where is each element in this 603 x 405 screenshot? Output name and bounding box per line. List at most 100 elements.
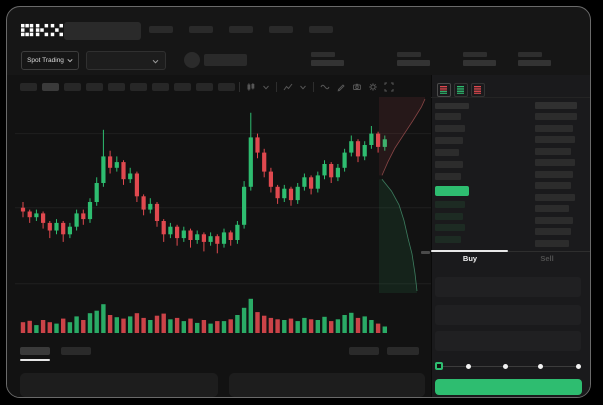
orderbook-ask-row[interactable]: [435, 173, 465, 180]
toolbar-separator: [239, 82, 240, 92]
amount-bar[interactable]: [535, 239, 569, 247]
interval-button[interactable]: [64, 83, 81, 91]
ask-price-bar: [435, 173, 461, 180]
okx-logo[interactable]: [21, 23, 63, 38]
orderbook-asks: [435, 113, 465, 185]
amount-bar[interactable]: [535, 182, 571, 189]
amount-bar[interactable]: [535, 113, 577, 120]
panel-resize-handle[interactable]: [421, 251, 430, 254]
amount-slider-track[interactable]: [437, 366, 581, 367]
interval-button[interactable]: [42, 83, 59, 91]
camera-icon[interactable]: [352, 82, 362, 92]
slider-stop-25[interactable]: [466, 364, 471, 369]
orderbook-ask-row[interactable]: [435, 137, 465, 144]
stat-label-placeholder: [463, 52, 487, 57]
bid-price-bar: [435, 201, 465, 208]
chevron-down-icon[interactable]: [262, 83, 270, 92]
nav-item-placeholder[interactable]: [229, 26, 253, 33]
interval-button[interactable]: [20, 83, 37, 91]
ask-price-bar: [435, 125, 465, 132]
interval-button[interactable]: [86, 83, 103, 91]
tab-buy[interactable]: Buy: [462, 254, 478, 263]
book-asks-only-icon[interactable]: [471, 83, 485, 97]
interval-button[interactable]: [130, 83, 147, 91]
market-type-selector[interactable]: Spot Trading: [21, 51, 79, 70]
orderbook-bid-row[interactable]: [435, 235, 465, 243]
nav-item-placeholder[interactable]: [189, 26, 213, 33]
bottom-tab-active[interactable]: [20, 347, 50, 355]
draw-icon[interactable]: [336, 82, 346, 92]
orderbook-mode-icons: [437, 83, 485, 97]
amount-bar[interactable]: [535, 124, 573, 132]
bottom-tab[interactable]: [61, 347, 91, 355]
tab-sell[interactable]: Sell: [540, 254, 554, 263]
stat-value-placeholder: [397, 60, 430, 66]
ticker-stat: [311, 52, 344, 66]
nav-item-placeholder[interactable]: [149, 26, 173, 33]
amount-input-placeholder[interactable]: [435, 305, 581, 325]
orderbook-ask-row[interactable]: [435, 149, 465, 156]
orders-panel-placeholder: [20, 373, 218, 397]
nav-item-placeholder[interactable]: [269, 26, 293, 33]
interval-button[interactable]: [152, 83, 169, 91]
orderbook-bid-row[interactable]: [435, 212, 465, 220]
pair-dropdown[interactable]: [86, 51, 166, 70]
ask-price-bar: [435, 161, 463, 168]
slider-handle[interactable]: [435, 362, 443, 370]
interval-button[interactable]: [196, 83, 213, 91]
total-input-placeholder[interactable]: [435, 331, 581, 351]
bottom-toolbar-item[interactable]: [387, 347, 419, 355]
stat-label-placeholder: [518, 52, 542, 57]
orderbook-ask-row[interactable]: [435, 161, 465, 168]
amount-bar[interactable]: [535, 228, 571, 235]
bid-price-bar: [435, 224, 465, 231]
last-price-badge[interactable]: [435, 186, 469, 196]
amount-bar[interactable]: [535, 193, 575, 201]
stat-value-placeholder: [311, 60, 344, 66]
chart-section-background: [7, 75, 431, 397]
orderbook-amount-header-placeholder: [535, 102, 577, 109]
pair-name-placeholder[interactable]: [204, 54, 247, 66]
orderbook-ask-row[interactable]: [435, 125, 465, 132]
nav-item-placeholder[interactable]: [309, 26, 333, 33]
amount-bar[interactable]: [535, 170, 573, 178]
amount-bar[interactable]: [535, 159, 575, 166]
interval-toolbar: [20, 83, 235, 91]
amount-bar[interactable]: [535, 147, 571, 155]
bottom-toolbar-item[interactable]: [349, 347, 379, 355]
price-input-placeholder[interactable]: [435, 277, 581, 297]
buy-submit-button[interactable]: [435, 379, 582, 395]
interval-button[interactable]: [174, 83, 191, 91]
book-asks-bids-icon[interactable]: [437, 83, 451, 97]
amount-bar[interactable]: [535, 216, 573, 224]
amount-bar[interactable]: [535, 136, 575, 143]
line-style-icon[interactable]: [320, 82, 330, 92]
indicators-icon[interactable]: [283, 82, 293, 92]
book-bids-only-icon[interactable]: [454, 83, 468, 97]
slider-stop-50[interactable]: [503, 364, 508, 369]
toolbar-separator: [313, 82, 314, 92]
stat-value-placeholder: [463, 60, 496, 66]
amount-bar[interactable]: [535, 205, 569, 212]
settings-icon[interactable]: [368, 82, 378, 92]
depth-overlay: [379, 97, 426, 293]
ticker-stat: [518, 52, 551, 66]
orderbook-bid-row[interactable]: [435, 201, 465, 208]
chevron-down-icon[interactable]: [299, 83, 307, 92]
buy-tab-indicator: [431, 250, 508, 252]
slider-stop-75[interactable]: [538, 364, 543, 369]
candle-type-icon[interactable]: [246, 82, 256, 92]
orderbook-bid-row[interactable]: [435, 224, 465, 231]
candlestick-chart[interactable]: [15, 97, 431, 347]
fullscreen-icon[interactable]: [384, 82, 394, 92]
slider-stop-100[interactable]: [576, 364, 581, 369]
top-nav: [149, 26, 333, 33]
chevron-down-icon: [67, 59, 73, 63]
orderbook-ask-row[interactable]: [435, 113, 465, 120]
stat-label-placeholder: [397, 52, 421, 57]
bid-price-bar: [435, 212, 463, 220]
interval-button[interactable]: [108, 83, 125, 91]
interval-button[interactable]: [218, 83, 235, 91]
search-input[interactable]: [64, 22, 141, 40]
